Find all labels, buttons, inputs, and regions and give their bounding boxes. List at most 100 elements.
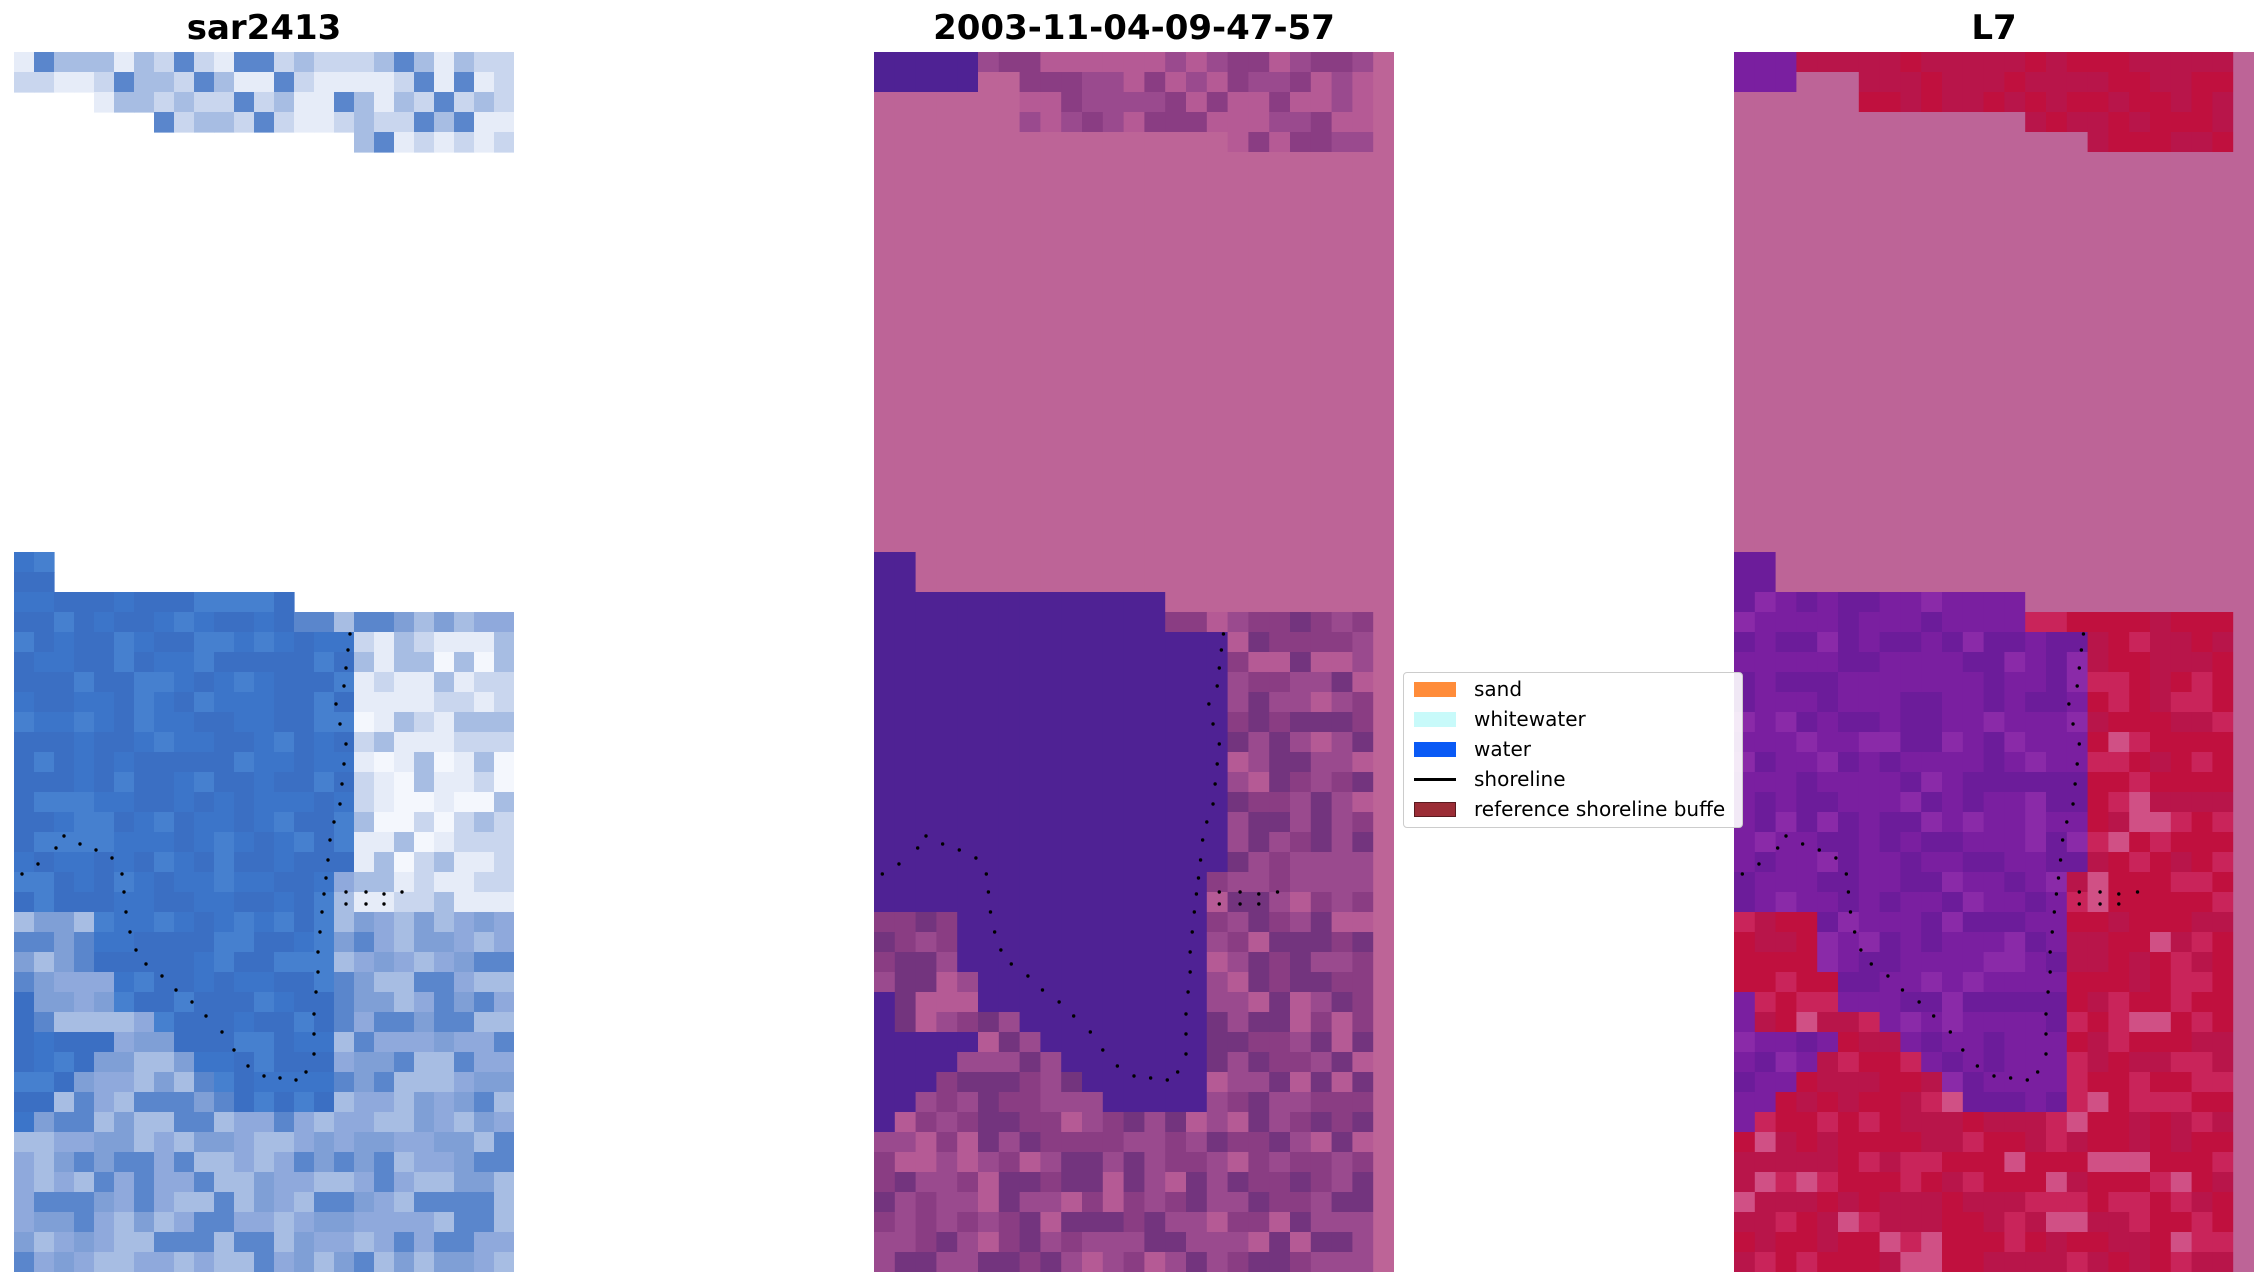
image-pixel (894, 892, 917, 913)
image-pixel (2170, 592, 2193, 613)
image-pixel (1754, 772, 1777, 793)
image-pixel (1352, 672, 1374, 693)
image-pixel (1754, 512, 1777, 533)
image-pixel (94, 772, 115, 793)
image-pixel (1248, 572, 1270, 593)
image-pixel (1165, 572, 1187, 593)
classified-image (874, 52, 1394, 1272)
image-pixel (254, 992, 275, 1013)
image-pixel (374, 812, 395, 833)
shoreline-point (1886, 974, 1890, 978)
image-pixel (1921, 552, 1943, 573)
image-pixel (1754, 992, 1777, 1013)
image-pixel (414, 1192, 435, 1213)
image-pixel (1248, 612, 1270, 633)
image-pixel (2108, 372, 2130, 393)
image-pixel (1019, 132, 1041, 153)
image-pixel (1942, 1232, 1964, 1253)
image-pixel (1817, 692, 1839, 713)
image-pixel (1082, 772, 1104, 793)
image-pixel (434, 1032, 455, 1053)
image-pixel (14, 852, 35, 873)
image-pixel (1775, 1072, 1797, 1093)
image-pixel (2108, 472, 2130, 493)
image-pixel (1061, 1172, 1083, 1193)
image-pixel (1775, 112, 1797, 133)
image-pixel (1817, 1132, 1839, 1153)
image-pixel (1373, 732, 1394, 753)
image-pixel (894, 952, 917, 973)
image-pixel (1983, 512, 2005, 533)
image-pixel (214, 732, 235, 753)
image-pixel (334, 1032, 355, 1053)
image-pixel (114, 912, 135, 933)
image-pixel (1061, 452, 1083, 473)
image-pixel (414, 932, 435, 953)
image-pixel (2170, 912, 2193, 933)
image-pixel (1310, 712, 1333, 733)
image-pixel (314, 1032, 335, 1053)
image-pixel (434, 1072, 455, 1093)
image-pixel (2129, 992, 2151, 1013)
image-pixel (1983, 812, 2005, 833)
image-pixel (1754, 132, 1777, 153)
image-pixel (1373, 152, 1394, 173)
image-pixel (1019, 652, 1041, 673)
image-pixel (1082, 172, 1104, 193)
image-pixel (454, 1072, 475, 1093)
image-pixel (334, 792, 355, 813)
image-pixel (2129, 832, 2151, 853)
image-pixel (2191, 212, 2213, 233)
image-pixel (454, 112, 475, 133)
image-pixel (2087, 252, 2109, 273)
image-pixel (978, 1232, 1000, 1253)
image-pixel (1290, 772, 1312, 793)
image-pixel (1019, 1072, 1041, 1093)
image-pixel (2025, 192, 2047, 213)
image-pixel (957, 1152, 979, 1173)
shoreline-point (988, 910, 993, 914)
image-pixel (2066, 512, 2089, 533)
image-pixel (1754, 752, 1777, 773)
image-pixel (1186, 532, 1208, 553)
image-pixel (1838, 1212, 1860, 1233)
image-pixel (1227, 112, 1249, 133)
image-pixel (1269, 532, 1291, 553)
image-pixel (1144, 132, 1166, 153)
image-pixel (2212, 292, 2234, 313)
image-pixel (1352, 912, 1374, 933)
image-pixel (2046, 292, 2068, 313)
image-pixel (1102, 172, 1125, 193)
image-pixel (1352, 732, 1374, 753)
shoreline-point (190, 1000, 194, 1004)
image-pixel (1962, 772, 1985, 793)
image-pixel (1796, 1112, 1818, 1133)
image-pixel (978, 132, 1000, 153)
image-pixel (1061, 972, 1083, 993)
image-pixel (134, 1052, 155, 1073)
image-pixel (874, 592, 896, 613)
image-pixel (1061, 732, 1083, 753)
image-pixel (1123, 192, 1145, 213)
image-pixel (274, 912, 295, 933)
legend-line-shoreline (1414, 777, 1456, 781)
image-pixel (978, 812, 1000, 833)
image-pixel (1775, 152, 1797, 173)
image-pixel (334, 1012, 355, 1033)
image-pixel (1900, 912, 1922, 933)
image-pixel (1942, 1052, 1964, 1073)
image-pixel (894, 932, 917, 953)
image-pixel (1754, 1052, 1777, 1073)
image-pixel (1942, 312, 1964, 333)
image-pixel (1061, 432, 1083, 453)
image-pixel (2150, 112, 2172, 133)
image-pixel (454, 772, 475, 793)
shoreline-point (1196, 876, 1201, 880)
image-pixel (978, 1152, 1000, 1173)
image-pixel (1796, 352, 1818, 373)
image-pixel (494, 632, 514, 653)
image-pixel (14, 1232, 35, 1253)
image-pixel (1838, 1152, 1860, 1173)
image-pixel (1269, 632, 1291, 653)
image-pixel (1227, 592, 1249, 613)
